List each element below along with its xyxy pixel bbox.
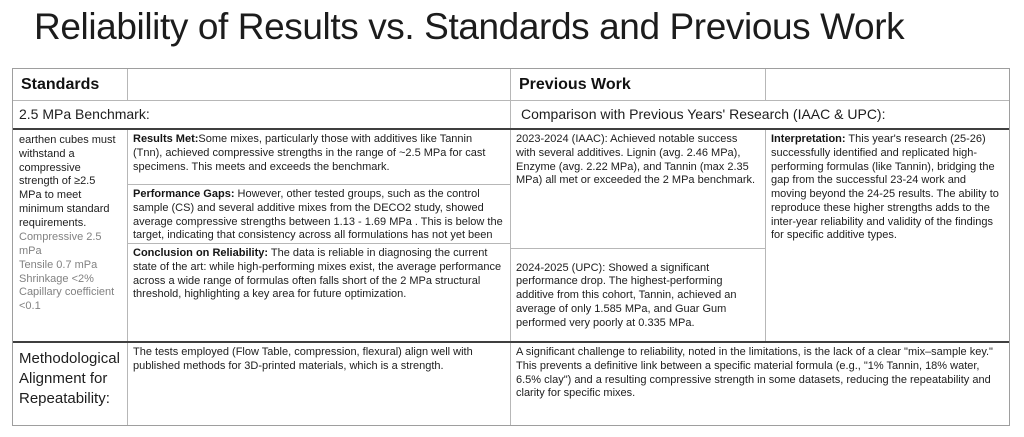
results-met-cell: Results Met:Some mixes, particularly tho…	[128, 130, 511, 185]
standards-requirement-cell: earthen cubes must withstand a compressi…	[13, 130, 128, 343]
spec-values: Compressive 2.5 mPa Tensile 0.7 mPa Shri…	[19, 231, 115, 312]
iaac-text: 2023-2024 (IAAC): Achieved notable succe…	[516, 133, 756, 187]
conclusion-label: Conclusion on Reliability:	[133, 247, 269, 259]
section-divider	[13, 341, 1009, 343]
iaac-result-cell: 2023-2024 (IAAC): Achieved notable succe…	[511, 130, 766, 249]
interpretation-text: This year's research (25-26) successfull…	[771, 133, 999, 242]
page-title: Reliability of Results vs. Standards and…	[34, 6, 905, 47]
challenge-text: A significant challenge to reliability, …	[516, 346, 993, 400]
reliability-table: Standards Previous Work 2.5 MPa Benchmar…	[12, 68, 1010, 426]
conclusion-text: The data is reliable in diagnosing the c…	[133, 247, 502, 301]
methods-cell: The tests employed (Flow Table, compress…	[128, 343, 511, 425]
interpretation-label: Interpretation:	[771, 133, 846, 145]
requirement-text: earthen cubes must withstand a compressi…	[19, 134, 116, 229]
results-met-text: Some mixes, particularly those with addi…	[133, 133, 486, 173]
conclusion-cell: Conclusion on Reliability: The data is r…	[128, 244, 511, 343]
performance-gaps-cell: Performance Gaps: However, other tested …	[128, 185, 511, 244]
interpretation-cell: Interpretation: This year's research (25…	[766, 130, 1009, 343]
benchmark-subheader-cell: 2.5 MPa Benchmark:	[13, 101, 511, 128]
methods-text: The tests employed (Flow Table, compress…	[133, 346, 473, 372]
challenge-cell: A significant challenge to reliability, …	[511, 343, 1009, 425]
standards-header-cell: Standards	[13, 69, 128, 101]
previous-work-header-cell: Previous Work	[511, 69, 766, 101]
empty-header-cell	[766, 69, 1009, 101]
section-divider	[13, 128, 1009, 130]
empty-header-cell	[128, 69, 511, 101]
performance-gaps-label: Performance Gaps:	[133, 188, 235, 200]
results-met-label: Results Met:	[133, 133, 199, 145]
comparison-subheader-cell: Comparison with Previous Years' Research…	[521, 106, 886, 122]
methodology-label-cell: Methodological Alignment for Repeatabili…	[13, 343, 128, 425]
upc-text: 2024-2025 (UPC): Showed a significant pe…	[516, 261, 737, 329]
upc-result-cell: 2024-2025 (UPC): Showed a significant pe…	[511, 249, 766, 343]
performance-gaps-text: However, other tested groups, such as th…	[133, 188, 503, 242]
